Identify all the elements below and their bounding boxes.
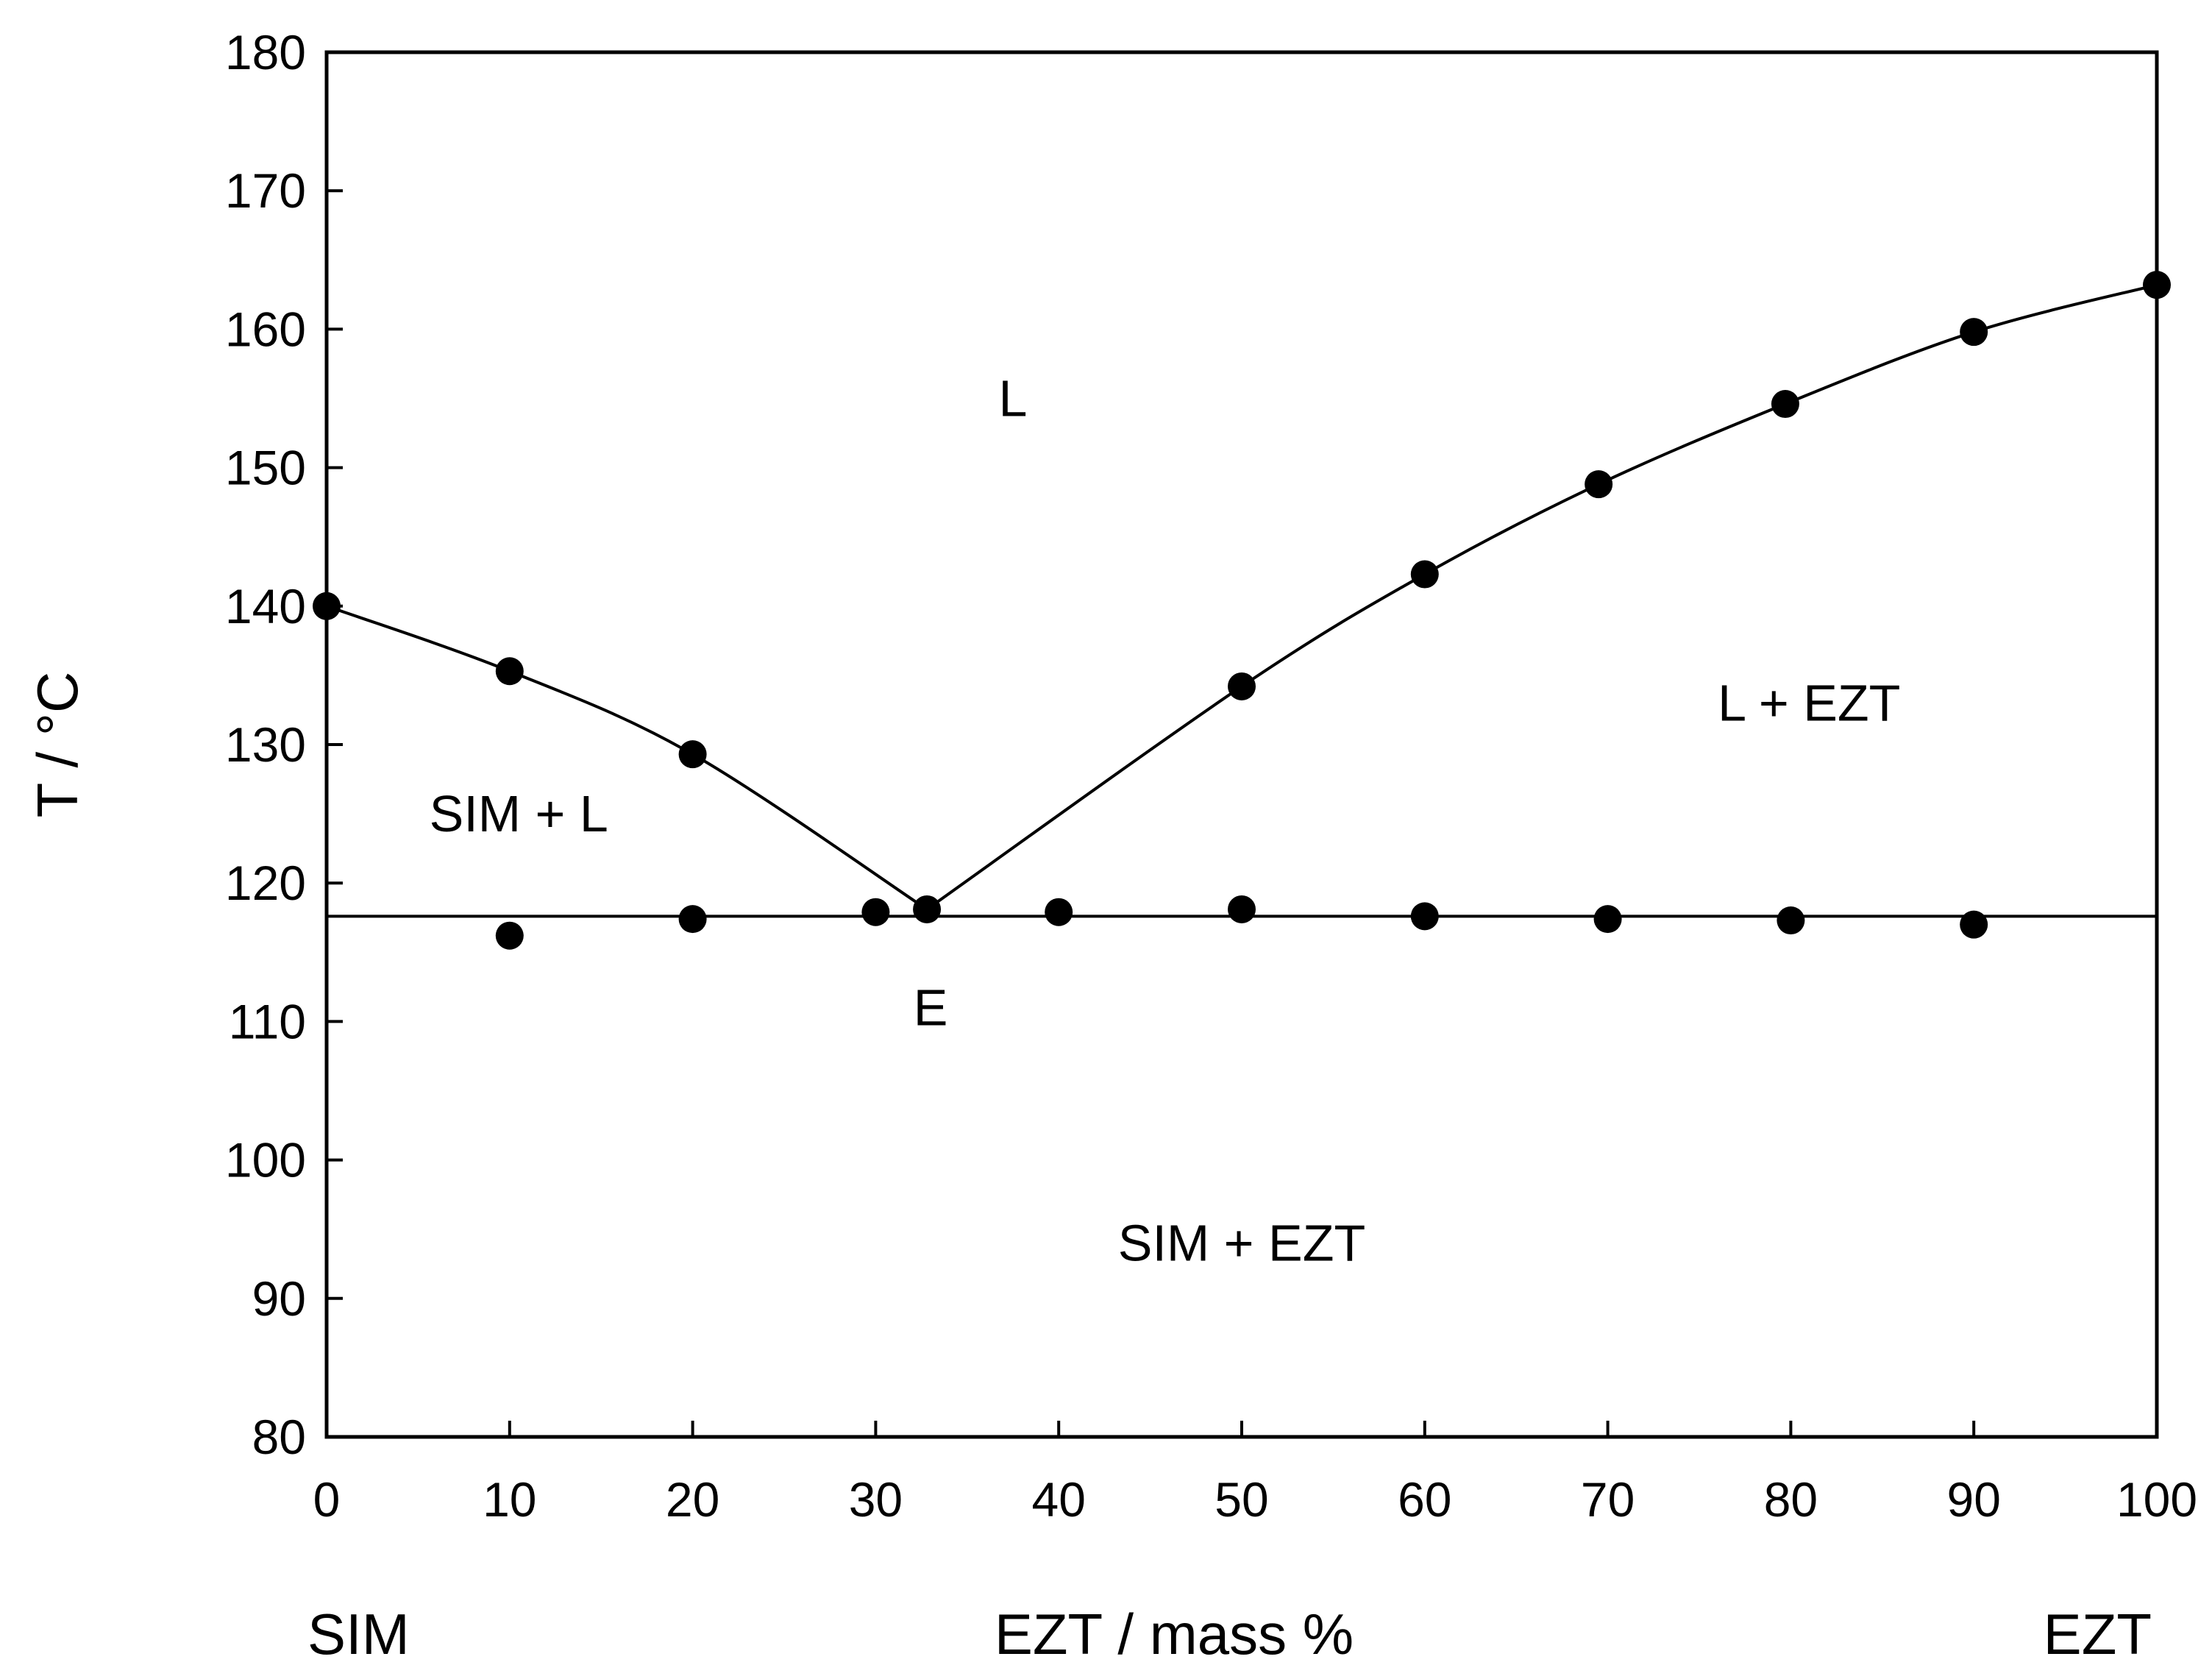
region-labels: L L + EZT SIM + L E SIM + EZT (430, 370, 1901, 1272)
x-axis-title: EZT / mass % (995, 1602, 1354, 1666)
data-point-series-2 (861, 898, 890, 926)
y-tick-label: 150 (225, 441, 306, 495)
data-point-series-2 (1777, 906, 1805, 935)
data-point-series-0 (913, 895, 942, 923)
data-point-series-1 (1410, 560, 1439, 589)
y-tick-label: 120 (225, 856, 306, 910)
x-tick-label: 0 (313, 1472, 341, 1527)
data-point-series-0 (313, 592, 341, 620)
x-tick-label: 40 (1031, 1472, 1085, 1527)
data-point-series-2 (1593, 905, 1622, 934)
x-tick-labels: 0 10 20 30 40 50 60 70 80 90 100 (313, 1472, 2197, 1527)
data-points (313, 271, 2171, 950)
x-axis-right-end-label: EZT (2044, 1602, 2152, 1666)
data-point-series-1 (1585, 470, 1613, 499)
data-point-series-1 (1228, 672, 1256, 700)
data-point-series-2 (678, 905, 707, 934)
region-label: E (914, 979, 948, 1037)
region-label: SIM + EZT (1118, 1215, 1365, 1272)
y-tick-label: 140 (225, 579, 306, 633)
data-point-series-1 (1771, 390, 1799, 419)
x-tick-label: 100 (2116, 1472, 2197, 1527)
region-label: L (999, 370, 1028, 427)
x-axis-left-end-label: SIM (307, 1602, 410, 1666)
x-tick-label: 30 (849, 1472, 903, 1527)
liquidus-curve-sim (326, 604, 928, 911)
data-point-series-0 (678, 740, 707, 769)
y-tick-label: 100 (225, 1133, 306, 1187)
axis-ticks (325, 51, 2158, 1438)
data-point-series-0 (495, 657, 524, 686)
y-tick-label: 90 (252, 1271, 306, 1326)
region-label: L + EZT (1718, 675, 1900, 732)
y-axis-title: T / °C (25, 672, 90, 818)
data-point-series-2 (1410, 902, 1439, 931)
x-tick-label: 60 (1398, 1472, 1451, 1527)
y-tick-label: 170 (225, 163, 306, 218)
data-point-series-2 (1045, 898, 1073, 926)
liquidus-curve-ezt (925, 283, 2158, 911)
y-tick-label: 180 (225, 25, 306, 79)
x-tick-label: 20 (666, 1472, 719, 1527)
y-tick-label: 160 (225, 302, 306, 356)
x-tick-label: 90 (1946, 1472, 2000, 1527)
y-tick-label: 110 (229, 994, 306, 1048)
x-tick-label: 50 (1215, 1472, 1268, 1527)
x-tick-label: 70 (1581, 1472, 1635, 1527)
x-tick-label: 80 (1764, 1472, 1818, 1527)
y-tick-labels: 80 90 100 110 120 130 140 150 160 170 180 (225, 25, 306, 1464)
data-point-series-1 (1960, 318, 1988, 347)
y-tick-label: 80 (252, 1410, 306, 1464)
data-point-series-2 (495, 921, 524, 950)
y-tick-label: 130 (225, 717, 306, 772)
data-point-series-1 (2143, 271, 2171, 299)
x-tick-label: 10 (483, 1472, 536, 1527)
data-point-series-2 (1960, 910, 1988, 939)
region-label: SIM + L (430, 785, 608, 842)
data-point-series-2 (1228, 895, 1256, 923)
